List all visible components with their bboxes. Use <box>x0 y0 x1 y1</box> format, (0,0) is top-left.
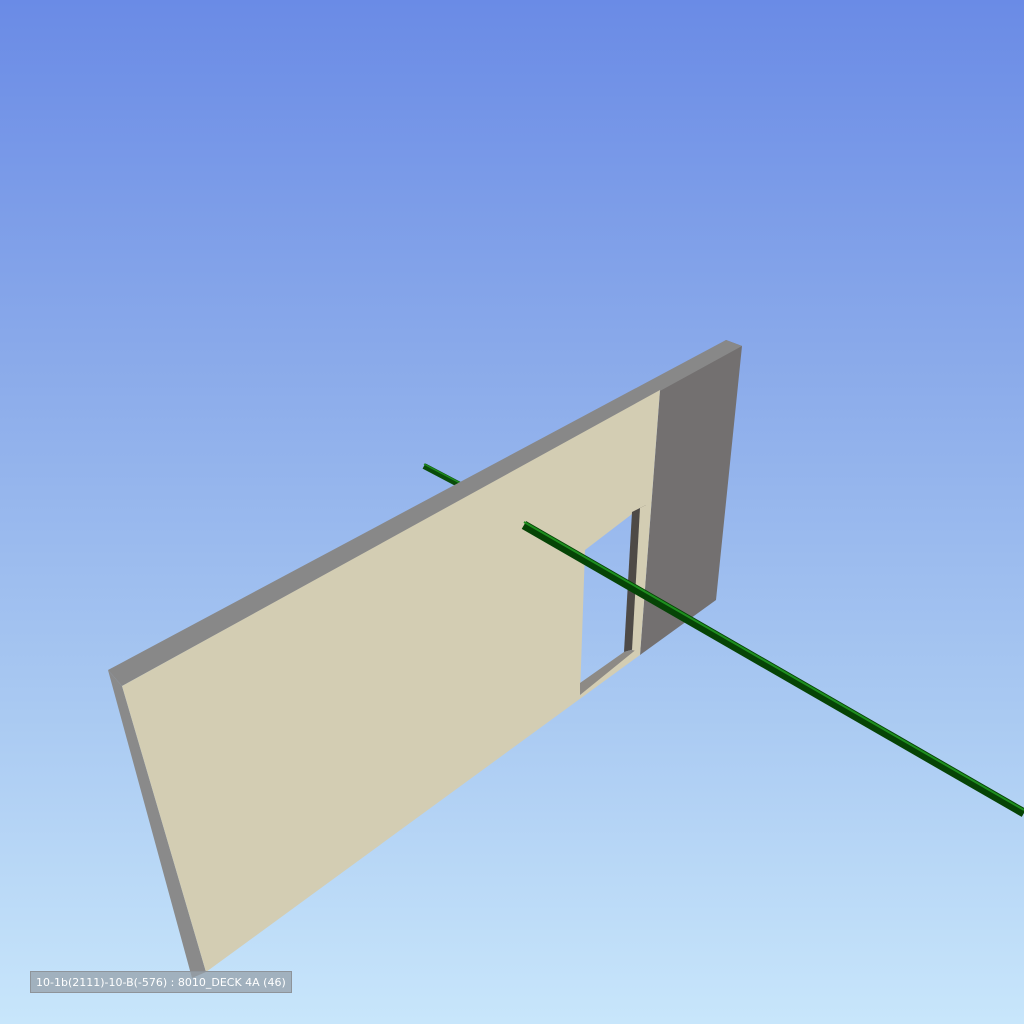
selection-status-label: 10-1b(2111)-10-B(-576) : 8010_DECK 4A (4… <box>30 971 292 993</box>
opening-bottom-reveal <box>580 648 638 695</box>
pipe-far-segment[interactable] <box>422 463 464 489</box>
wall-main-face[interactable] <box>122 390 660 972</box>
wall-end-face[interactable] <box>640 340 742 655</box>
wall-top-face[interactable] <box>108 340 742 686</box>
pipe-near-segment[interactable] <box>521 521 1024 817</box>
wall-left-edge[interactable] <box>108 670 206 978</box>
opening-right-jamb <box>632 504 648 652</box>
